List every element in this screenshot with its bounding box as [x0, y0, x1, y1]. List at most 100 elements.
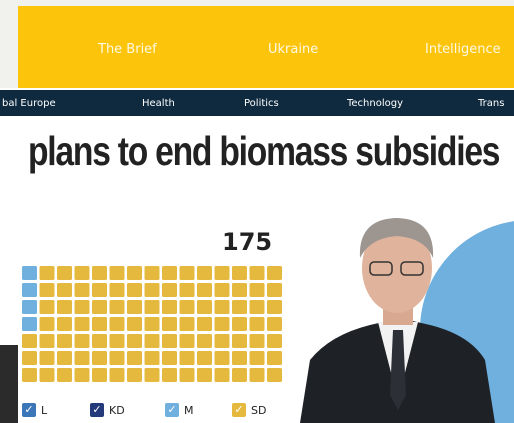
legend-label: L: [41, 404, 47, 417]
waffle-cell: [40, 351, 55, 365]
waffle-cell: [162, 351, 177, 365]
waffle-cell: [232, 368, 247, 382]
waffle-cell: [127, 351, 142, 365]
waffle-cell: [162, 334, 177, 348]
waffle-cell: [267, 351, 282, 365]
waffle-cell: [57, 334, 72, 348]
waffle-cell: [215, 266, 230, 280]
waffle-cell: [127, 368, 142, 382]
waffle-cell: [22, 368, 37, 382]
waffle-cell: [215, 283, 230, 297]
waffle-cell: [232, 266, 247, 280]
waffle-cell: [162, 283, 177, 297]
waffle-cell: [22, 300, 37, 314]
waffle-cell: [162, 266, 177, 280]
legend-label: M: [184, 404, 194, 417]
legend-item[interactable]: ✓M: [165, 403, 194, 417]
waffle-cell: [267, 317, 282, 331]
waffle-cell: [92, 334, 107, 348]
waffle-cell: [57, 368, 72, 382]
waffle-cell: [180, 368, 195, 382]
waffle-cell: [215, 300, 230, 314]
waffle-cell: [75, 351, 90, 365]
waffle-cell: [127, 334, 142, 348]
waffle-cell: [145, 351, 160, 365]
waffle-cell: [57, 300, 72, 314]
legend-item[interactable]: ✓KD: [90, 403, 125, 417]
legend-item[interactable]: ✓L: [22, 403, 47, 417]
waffle-cell: [75, 266, 90, 280]
waffle-cell: [22, 266, 37, 280]
seat-total: 175: [222, 228, 272, 256]
waffle-cell: [197, 368, 212, 382]
waffle-cell: [180, 351, 195, 365]
waffle-cell: [197, 334, 212, 348]
waffle-cell: [22, 334, 37, 348]
waffle-cell: [267, 283, 282, 297]
waffle-cell: [57, 266, 72, 280]
waffle-cell: [250, 300, 265, 314]
waffle-cell: [75, 334, 90, 348]
waffle-cell: [162, 317, 177, 331]
waffle-cell: [110, 317, 125, 331]
waffle-cell: [22, 317, 37, 331]
waffle-cell: [145, 266, 160, 280]
waffle-cell: [250, 317, 265, 331]
waffle-cell: [180, 334, 195, 348]
waffle-cell: [40, 317, 55, 331]
waffle-cell: [110, 351, 125, 365]
legend-label: KD: [109, 404, 125, 417]
waffle-cell: [162, 300, 177, 314]
waffle-cell: [145, 283, 160, 297]
waffle-cell: [232, 334, 247, 348]
waffle-cell: [75, 317, 90, 331]
waffle-cell: [40, 368, 55, 382]
waffle-cell: [40, 283, 55, 297]
waffle-cell: [127, 300, 142, 314]
waffle-cell: [92, 317, 107, 331]
waffle-cell: [75, 283, 90, 297]
legend-item[interactable]: ✓SD: [232, 403, 266, 417]
waffle-cell: [180, 283, 195, 297]
waffle-cell: [180, 300, 195, 314]
waffle-cell: [75, 368, 90, 382]
waffle-cell: [110, 266, 125, 280]
waffle-cell: [145, 334, 160, 348]
waffle-cell: [92, 300, 107, 314]
waffle-cell: [250, 351, 265, 365]
waffle-cell: [232, 317, 247, 331]
waffle-cell: [197, 283, 212, 297]
waffle-cell: [215, 351, 230, 365]
waffle-cell: [267, 334, 282, 348]
waffle-cell: [92, 368, 107, 382]
waffle-cell: [215, 317, 230, 331]
waffle-cell: [110, 334, 125, 348]
waffle-cell: [127, 317, 142, 331]
waffle-cell: [180, 266, 195, 280]
waffle-cell: [40, 266, 55, 280]
waffle-cell: [127, 283, 142, 297]
waffle-cell: [110, 368, 125, 382]
waffle-cell: [197, 266, 212, 280]
waffle-cell: [92, 266, 107, 280]
waffle-cell: [57, 317, 72, 331]
waffle-cell: [22, 351, 37, 365]
waffle-cell: [40, 334, 55, 348]
waffle-cell: [215, 368, 230, 382]
waffle-cell: [232, 351, 247, 365]
waffle-cell: [267, 266, 282, 280]
waffle-cell: [127, 266, 142, 280]
waffle-cell: [92, 283, 107, 297]
waffle-cell: [232, 300, 247, 314]
waffle-cell: [145, 368, 160, 382]
waffle-cell: [267, 300, 282, 314]
waffle-cell: [197, 351, 212, 365]
waffle-cell: [110, 283, 125, 297]
waffle-cell: [232, 283, 247, 297]
waffle-cell: [57, 351, 72, 365]
legend-label: SD: [251, 404, 266, 417]
page: The Brief Ukraine Intelligence bal Europ…: [0, 0, 514, 423]
waffle-cell: [267, 368, 282, 382]
waffle-cell: [162, 368, 177, 382]
waffle-cell: [145, 317, 160, 331]
